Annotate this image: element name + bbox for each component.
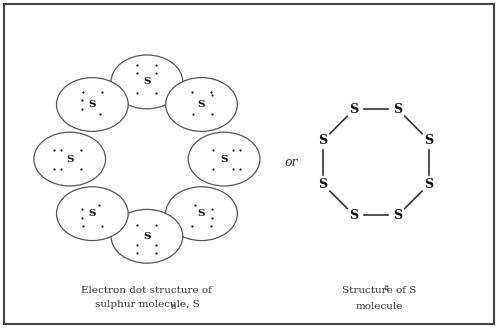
- Ellipse shape: [188, 132, 260, 186]
- Text: S: S: [66, 154, 74, 164]
- Ellipse shape: [34, 132, 106, 186]
- Text: S: S: [424, 134, 433, 147]
- Ellipse shape: [56, 78, 128, 132]
- Text: Electron dot structure of: Electron dot structure of: [82, 286, 212, 295]
- Text: S: S: [198, 209, 205, 218]
- Text: S: S: [393, 103, 402, 116]
- Text: Structure of S: Structure of S: [342, 286, 417, 295]
- Text: S: S: [350, 103, 359, 116]
- Ellipse shape: [111, 55, 183, 109]
- Text: S: S: [393, 209, 402, 222]
- Text: 8: 8: [383, 284, 388, 292]
- Text: S: S: [319, 178, 328, 191]
- Ellipse shape: [111, 209, 183, 263]
- Text: or: or: [284, 156, 298, 169]
- Text: S: S: [89, 209, 96, 218]
- Text: S: S: [319, 134, 328, 147]
- Text: S: S: [143, 232, 151, 241]
- Text: S: S: [89, 100, 96, 109]
- Text: molecule: molecule: [356, 302, 403, 311]
- Text: sulphur molecule, S: sulphur molecule, S: [95, 300, 199, 309]
- Ellipse shape: [166, 187, 238, 240]
- Text: 8: 8: [170, 303, 176, 311]
- Ellipse shape: [166, 78, 238, 132]
- Ellipse shape: [56, 187, 128, 240]
- Text: S: S: [350, 209, 359, 222]
- Text: S: S: [198, 100, 205, 109]
- Text: S: S: [143, 77, 151, 86]
- Text: S: S: [424, 178, 433, 191]
- Text: S: S: [220, 154, 228, 164]
